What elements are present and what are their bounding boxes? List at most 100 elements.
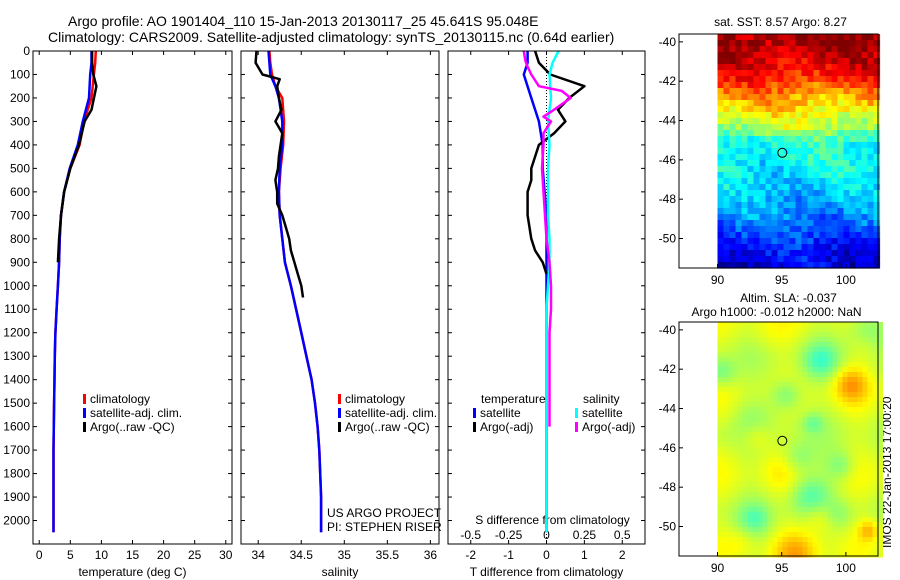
sst-cell xyxy=(831,58,839,65)
difference-xtick-label: 1 xyxy=(581,548,588,562)
sst-cell xyxy=(783,112,791,119)
sst-cell xyxy=(819,238,827,245)
sst-cell xyxy=(873,154,881,161)
sla-cell xyxy=(732,322,738,328)
sla-cell xyxy=(797,442,803,448)
sla-cell xyxy=(767,442,773,448)
sst-cell xyxy=(849,46,857,53)
sst-cell xyxy=(729,172,737,179)
sla-cell xyxy=(857,472,863,478)
sla-cell xyxy=(867,392,873,398)
sla-cell xyxy=(827,362,833,368)
difference-salinity-legend-label: satellite xyxy=(582,406,623,420)
sst-cell xyxy=(849,100,857,107)
sla-cell xyxy=(832,397,838,403)
sla-cell xyxy=(727,382,733,388)
sst-cell xyxy=(789,196,797,203)
sla-cell xyxy=(767,452,773,458)
sla-cell xyxy=(777,367,783,373)
salinity-annotation: PI: STEPHEN RISER xyxy=(327,520,442,534)
sla-cell xyxy=(847,427,853,433)
sst-cell xyxy=(759,70,767,77)
sst-cell xyxy=(765,214,773,221)
sla-cell xyxy=(862,442,868,448)
temperature-legend-label: climatology xyxy=(90,392,150,406)
sla-cell xyxy=(812,367,818,373)
sst-cell xyxy=(765,238,773,245)
difference-xtick-label: -2 xyxy=(465,548,476,562)
sst-cell xyxy=(831,130,839,137)
sst-cell xyxy=(801,142,809,149)
sst-cell xyxy=(813,166,821,173)
sla-cell xyxy=(792,547,798,553)
sst-cell xyxy=(867,250,875,257)
sst-cell xyxy=(819,64,827,71)
sst-cell xyxy=(819,256,827,263)
sst-cell xyxy=(825,178,833,185)
sst-cell xyxy=(771,94,779,101)
sla-cell xyxy=(877,397,883,403)
sla-cell xyxy=(717,322,723,328)
sst-cell xyxy=(861,40,869,47)
sla-cell xyxy=(717,537,723,543)
sla-cell xyxy=(732,342,738,348)
sla-cell xyxy=(857,507,863,513)
sst-cell xyxy=(849,214,857,221)
sst-cell xyxy=(789,220,797,227)
sla-cell xyxy=(782,527,788,533)
sla-cell xyxy=(747,422,753,428)
sla-cell xyxy=(867,407,873,413)
sla-cell xyxy=(722,322,728,328)
sla-cell xyxy=(752,477,758,483)
temperature-ytick-label: 800 xyxy=(10,232,30,246)
sla-cell xyxy=(747,387,753,393)
sst-cell xyxy=(801,52,809,59)
sst-cell xyxy=(837,202,845,209)
sst-cell xyxy=(735,250,743,257)
sla-cell xyxy=(857,382,863,388)
sla-cell xyxy=(772,337,778,343)
sst-cell xyxy=(735,106,743,113)
sst-cell xyxy=(837,184,845,191)
sst-cell xyxy=(747,52,755,59)
sst-cell xyxy=(819,250,827,257)
sla-cell xyxy=(847,527,853,533)
sla-cell xyxy=(787,457,793,463)
sla-cell xyxy=(727,432,733,438)
sst-cell xyxy=(807,244,815,251)
sla-map-title: Altim. SLA: -0.037 xyxy=(740,291,837,305)
sst-cell xyxy=(837,34,845,41)
sla-cell xyxy=(877,422,883,428)
sla-cell xyxy=(802,417,808,423)
sst-cell xyxy=(753,100,761,107)
sst-cell xyxy=(831,238,839,245)
sst-cell xyxy=(819,82,827,89)
sla-cell xyxy=(847,537,853,543)
temperature-xtick-label: 30 xyxy=(219,548,233,562)
sst-cell xyxy=(729,118,737,125)
salinity-legend-label: climatology xyxy=(345,392,405,406)
sla-cell xyxy=(817,512,823,518)
sla-cell xyxy=(877,327,883,333)
sla-cell xyxy=(832,387,838,393)
sst-cell xyxy=(837,100,845,107)
sla-cell xyxy=(862,352,868,358)
sla-cell xyxy=(807,522,813,528)
temperature-ytick-label: 1800 xyxy=(3,467,30,481)
sst-cell xyxy=(771,154,779,161)
sla-cell xyxy=(762,452,768,458)
sla-cell xyxy=(817,457,823,463)
sla-cell xyxy=(857,392,863,398)
sst-cell xyxy=(771,130,779,137)
sla-cell xyxy=(827,397,833,403)
sla-cell xyxy=(732,537,738,543)
sla-cell xyxy=(842,512,848,518)
sla-cell xyxy=(832,402,838,408)
sla-cell xyxy=(872,482,878,488)
sst-cell xyxy=(777,130,785,137)
sla-cell xyxy=(837,552,843,558)
sla-cell xyxy=(782,437,788,443)
sla-cell xyxy=(722,407,728,413)
sst-cell xyxy=(831,40,839,47)
sla-cell xyxy=(757,422,763,428)
